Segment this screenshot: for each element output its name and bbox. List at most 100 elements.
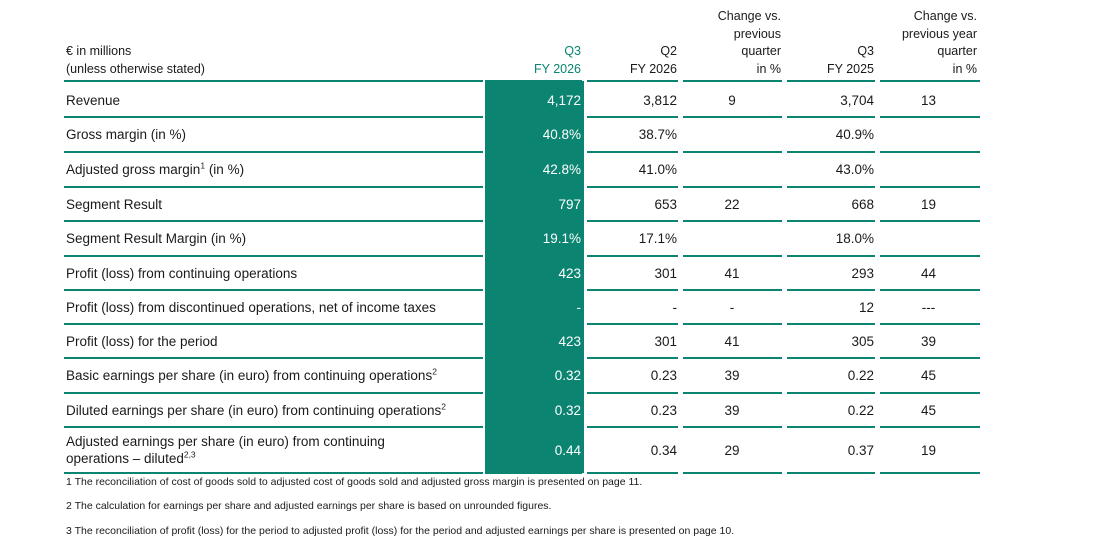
footnote: 2 The calculation for earnings per share… [66, 500, 552, 512]
cell-chg-q [680, 152, 784, 186]
table-unit-label: € in millions (unless otherwise stated) [66, 43, 205, 78]
cell-q3-fy2025: 668 [851, 196, 874, 212]
row-divider [787, 426, 875, 428]
row-divider [683, 255, 782, 257]
cell-q3-fy2026: 4,172 [547, 92, 581, 108]
row-divider [64, 80, 483, 82]
row-label: Adjusted gross margin1 (in %) [66, 160, 245, 177]
cell-q3-fy2026: 0.32 [554, 367, 581, 383]
row-divider [880, 116, 980, 118]
row-divider [64, 289, 483, 291]
row-divider [880, 426, 980, 428]
row-divider [587, 392, 678, 394]
cell-q3-fy2025: 0.22 [847, 402, 874, 418]
row-divider [880, 151, 980, 153]
cell-chg-y: --- [921, 299, 936, 315]
cell-q3-fy2026: 423 [558, 265, 581, 281]
row-divider [880, 472, 980, 474]
table-row: Adjusted earnings per share (in euro) fr… [64, 427, 980, 473]
cell-chg-q: - [729, 299, 735, 315]
row-divider [587, 426, 678, 428]
cell-chg-q [680, 117, 784, 151]
cell-q3-fy2026: 42.8% [542, 161, 581, 177]
row-divider [587, 116, 678, 118]
column-header-line: in % [952, 61, 977, 76]
column-header-q2-fy2026: Q2 FY 2026 [584, 43, 677, 78]
row-divider [880, 80, 980, 82]
row-divider [683, 220, 782, 222]
row-label: Segment Result [66, 196, 163, 212]
row-divider [787, 116, 875, 118]
column-header-line: quarter [937, 44, 977, 58]
row-divider [587, 186, 678, 188]
cell-chg-q: 22 [724, 196, 740, 212]
row-divider [587, 151, 678, 153]
cell-q3-fy2026: - [576, 299, 582, 315]
cell-chg-q [680, 221, 784, 255]
row-label: Revenue [66, 92, 121, 108]
cell-chg-y: 39 [920, 333, 937, 349]
row-divider [787, 289, 875, 291]
cell-q2-fy2026: 0.34 [650, 442, 677, 458]
cell-q2-fy2026: 0.23 [650, 402, 677, 418]
row-divider [683, 289, 782, 291]
cell-chg-q: 9 [728, 92, 736, 108]
table-row: Diluted earnings per share (in euro) fro… [64, 393, 980, 427]
row-divider [64, 392, 483, 394]
row-divider [485, 472, 582, 474]
row-label: Diluted earnings per share (in euro) fro… [66, 401, 446, 418]
table-row: Revenue 4,172 3,812 9 3,704 13 [64, 83, 980, 117]
row-divider [683, 151, 782, 153]
column-header-q3-fy2026: Q3 FY 2026 [485, 43, 581, 78]
table-row: Segment Result 797 653 22 668 19 [64, 187, 980, 221]
row-divider [787, 151, 875, 153]
column-header-line: in % [756, 61, 781, 76]
unit-label-line2: (unless otherwise stated) [66, 61, 205, 76]
row-divider [683, 357, 782, 359]
row-divider [787, 472, 875, 474]
cell-q3-fy2026: 19.1% [542, 230, 581, 246]
row-label: Segment Result Margin (in %) [66, 230, 247, 246]
row-divider [787, 186, 875, 188]
table-row: Adjusted gross margin1 (in %) 42.8% 41.0% 4… [64, 152, 980, 186]
column-header-line: FY 2025 [826, 61, 874, 76]
column-header-line: Change vs. [913, 9, 977, 23]
row-divider [880, 323, 980, 325]
row-divider [587, 323, 678, 325]
row-divider [683, 186, 782, 188]
cell-q2-fy2026: 3,812 [643, 92, 677, 108]
row-divider [587, 472, 678, 474]
cell-q2-fy2026: 301 [654, 333, 677, 349]
cell-chg-y [877, 117, 980, 151]
row-label: Profit (loss) for the period [66, 333, 218, 349]
column-header-line: previous year [901, 26, 977, 41]
column-header-line: Q2 [660, 44, 677, 58]
row-divider [64, 255, 483, 257]
cell-q2-fy2026: 41.0% [638, 161, 677, 177]
row-divider [880, 255, 980, 257]
cell-chg-q: 41 [724, 265, 740, 281]
row-divider [587, 80, 678, 82]
cell-chg-q: 41 [724, 333, 740, 349]
cell-q3-fy2025: 305 [851, 333, 874, 349]
row-label: Gross margin (in %) [66, 126, 187, 142]
cell-q3-fy2025: 12 [858, 299, 874, 315]
cell-q3-fy2025: 293 [851, 265, 874, 281]
cell-q3-fy2026: 423 [558, 333, 581, 349]
table-row: Basic earnings per share (in euro) from … [64, 358, 980, 392]
row-divider [64, 151, 483, 153]
row-label: Profit (loss) from discontinued operatio… [66, 299, 436, 315]
row-divider [587, 220, 678, 222]
row-label: Adjusted earnings per share (in euro) fr… [66, 434, 385, 466]
cell-chg-y: 44 [920, 265, 937, 281]
row-divider [787, 392, 875, 394]
cell-q3-fy2026: 0.44 [554, 442, 581, 458]
cell-q3-fy2025: 0.22 [847, 367, 874, 383]
row-divider [683, 426, 782, 428]
row-divider [683, 116, 782, 118]
column-header-line: Change vs. [717, 9, 781, 23]
row-divider [787, 357, 875, 359]
cell-q3-fy2026: 0.32 [554, 402, 581, 418]
column-header-line: Q3 [857, 44, 874, 58]
cell-q3-fy2025: 18.0% [835, 230, 874, 246]
